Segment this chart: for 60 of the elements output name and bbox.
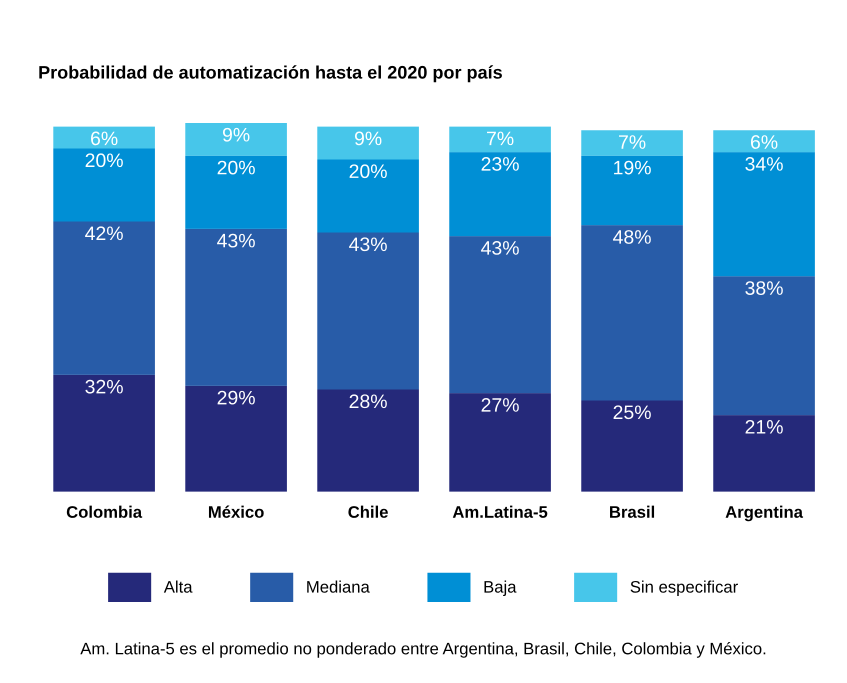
data-label: 42% [85, 226, 123, 240]
bar [449, 393, 551, 492]
data-label: 27% [482, 398, 519, 412]
bar [449, 236, 551, 394]
data-label: 48% [613, 230, 651, 244]
bar [581, 400, 683, 492]
data-label: 9% [354, 131, 382, 146]
bar [317, 159, 419, 232]
data-label: 6% [751, 135, 778, 149]
bar [581, 130, 683, 156]
data-label: 20% [86, 153, 123, 168]
bar [713, 415, 815, 492]
x-tick-label: Brasil [610, 506, 654, 518]
data-label: 23% [482, 157, 519, 171]
bar [713, 152, 815, 276]
bar [713, 130, 815, 152]
legend-label: Baja [484, 580, 516, 596]
data-label: 19% [614, 160, 651, 174]
chart-title: Probabilidad de automatización hasta el 2020 por país [39, 65, 502, 82]
data-label: 43% [217, 234, 255, 248]
data-label: 43% [349, 237, 387, 252]
x-tick-label: Chile [348, 506, 388, 518]
data-label: 29% [218, 390, 255, 405]
x-tick-label: Am.Latina-5 [452, 506, 548, 518]
bar [449, 126, 551, 152]
x-tick-label: Colombia [66, 506, 142, 518]
bar [185, 386, 287, 492]
x-tick-label: Argentina [726, 506, 804, 522]
data-label: 43% [481, 241, 519, 255]
bar [53, 126, 155, 148]
data-label: 20% [350, 164, 387, 178]
bar [185, 156, 287, 229]
data-label: 28% [350, 394, 387, 408]
data-label: 7% [619, 135, 646, 149]
bar [581, 225, 683, 400]
data-label: 7% [487, 132, 514, 146]
legend-label: Mediana [307, 580, 370, 593]
bar [713, 276, 815, 416]
data-label: 34% [745, 157, 783, 171]
data-label: 20% [218, 160, 255, 174]
bar [317, 126, 419, 160]
text: Am. Latina-5 es el promedio no ponderado entre Argentina, Brasil, Chile, Colombia y México. [80, 642, 766, 658]
x-tick-label: México [208, 506, 264, 518]
legend-label: Alta [164, 580, 193, 593]
bar [185, 122, 287, 156]
legend-label: Sin especificar [630, 580, 738, 596]
data-label: 32% [85, 380, 123, 394]
bar [581, 156, 683, 226]
data-label: 25% [614, 405, 651, 420]
bar [53, 148, 155, 222]
bar [53, 222, 155, 375]
bar [185, 228, 287, 386]
bar [317, 232, 419, 390]
data-label: 9% [222, 128, 250, 142]
bar [317, 390, 419, 492]
data-label: 21% [746, 420, 783, 434]
bar [53, 374, 155, 492]
data-label: 6% [91, 131, 118, 146]
data-label: 38% [745, 281, 783, 295]
bar [449, 152, 551, 236]
